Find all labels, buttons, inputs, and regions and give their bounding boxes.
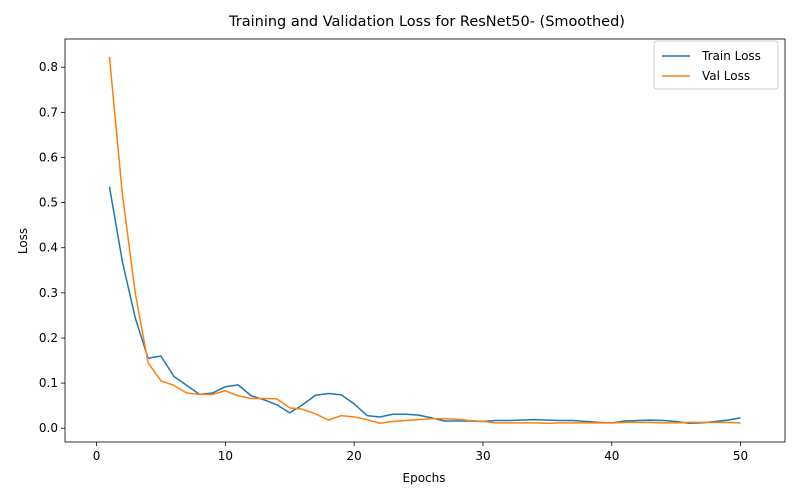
y-tick-label: 0.7 xyxy=(39,105,58,119)
series-lines xyxy=(108,56,741,425)
y-tick-label: 0.1 xyxy=(39,376,58,390)
x-tick-label: 10 xyxy=(218,449,233,463)
x-tick-label: 0 xyxy=(93,449,101,463)
plot-frame xyxy=(64,38,786,443)
series-line-val-loss xyxy=(108,56,741,425)
y-tick-label: 0.4 xyxy=(39,241,58,255)
axis-ticks: 0 10 20 30 40 50 0.0 0.1 0.2 0.3 0.4 0.5 0.6 0.7 0.8 xyxy=(39,60,748,463)
x-tick-label: 40 xyxy=(604,449,619,463)
y-tick-label: 0.8 xyxy=(39,60,58,74)
legend-box xyxy=(653,40,779,90)
x-axis-label: Epochs xyxy=(403,471,446,485)
legend-label-train: Train Loss xyxy=(701,49,761,63)
y-tick-label: 0.2 xyxy=(39,331,58,345)
legend: Train Loss Val Loss xyxy=(653,40,779,90)
y-tick-label: 0.5 xyxy=(39,196,58,210)
y-tick-label: 0.6 xyxy=(39,150,58,164)
y-tick-label: 0.0 xyxy=(39,421,58,435)
x-tick-label: 50 xyxy=(733,449,748,463)
series-line-train-loss xyxy=(108,186,741,425)
y-axis-label: Loss xyxy=(16,228,30,254)
y-tick-label: 0.3 xyxy=(39,286,58,300)
x-tick-label: 30 xyxy=(475,449,490,463)
x-tick-label: 20 xyxy=(347,449,362,463)
legend-label-val: Val Loss xyxy=(702,69,750,83)
chart-title: Training and Validation Loss for ResNet5… xyxy=(228,14,625,30)
